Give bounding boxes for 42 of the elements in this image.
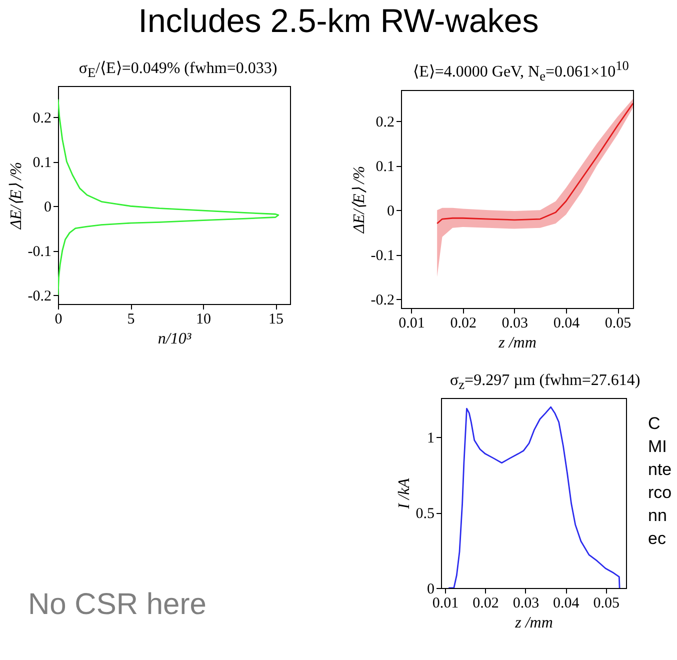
text: CMInterconnec [648,413,673,550]
chart-title: σ$_{E}$/⟨E⟩=0.049% (fwhm=0.033) [78,59,278,82]
x-tick-label: 0.04 [553,596,580,612]
y-tick-label: 0 [44,200,52,216]
x-tick-label: 0.03 [502,315,528,332]
x-tick-label: 0.05 [604,315,632,332]
y-axis-title: ΔE/⟨E⟩ /% [8,162,25,230]
chart-title: σ$_{z}$=9.297 µm (fwhm=27.614) [450,372,640,394]
x-tick-label: 0.02 [450,315,476,332]
text: No CSR here [28,588,206,622]
line-series [448,406,620,588]
y-tick-label: -0.2 [28,288,52,305]
y-tick-label: 0 [427,582,434,598]
line-series [436,102,633,224]
y-tick-label: -0.1 [28,244,52,260]
y-axis-title: I /kA [396,478,413,510]
x-axis-title: z /mm [514,614,553,632]
y-tick-label: 1 [427,430,434,447]
x-tick-label: 0.02 [472,596,499,612]
x-tick-label: 0 [54,312,62,328]
y-tick-label: 0 [387,203,394,220]
x-tick-label: 10 [196,312,211,328]
x-axis-title: z /mm [498,334,536,352]
x-tick-label: 5 [127,312,135,328]
x-tick-label: 0.04 [553,315,580,332]
y-tick-label: 0.1 [32,155,52,172]
x-tick-label: 15 [268,312,284,328]
y-tick-label: -0.2 [370,292,394,308]
line-series [58,98,280,296]
text: Includes 2.5-km RW-wakes [137,2,540,40]
y-tick-label: 0.2 [32,110,52,127]
y-tick-label: -0.1 [370,248,394,264]
y-tick-label: 0.1 [376,158,394,175]
chart-title: ⟨E⟩=4.0000 GeV, N$_{e}$=0.061×10$^{10}$ [412,58,630,85]
y-tick-label: 0.2 [376,114,394,130]
x-tick-label: 0.05 [593,596,620,612]
y-axis-title: ΔE/⟨E⟩ /% [350,165,368,234]
y-tick-label: 0.5 [416,506,434,522]
x-tick-label: 0.01 [432,596,459,612]
x-tick-label: 0.03 [512,596,540,612]
x-axis-title: n/10³ [158,330,192,348]
x-tick-label: 0.01 [398,315,425,332]
